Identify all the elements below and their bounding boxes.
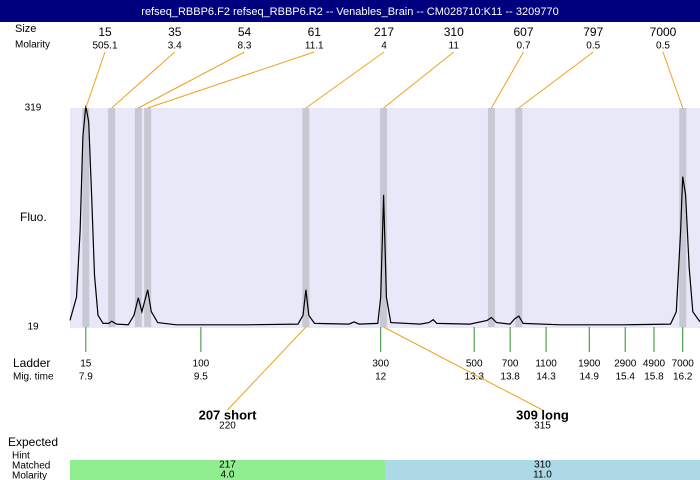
molarity-value: 11.0: [533, 470, 552, 480]
peak-band: [134, 108, 142, 327]
peak-size: 35: [168, 25, 182, 39]
header-bar: [0, 0, 700, 22]
matched-label: Matched: [12, 461, 50, 472]
peak-size: 310: [444, 25, 464, 39]
peak-band: [380, 108, 388, 327]
ladder-size: 500: [466, 359, 483, 370]
hint-label: Hint: [12, 451, 30, 462]
peak-band: [302, 108, 310, 327]
match-bar: [70, 460, 385, 480]
peak-link: [305, 51, 385, 109]
peak-link: [662, 51, 684, 109]
peak-link: [383, 51, 455, 109]
match-molarity-label: Molarity: [12, 471, 47, 480]
ladder-size: 4900: [643, 359, 666, 370]
peak-band: [679, 108, 687, 327]
ladder-size: 1100: [535, 359, 557, 370]
ladder-size: 2900: [614, 359, 637, 370]
ladder-time: 15.8: [644, 372, 664, 383]
ladder-label: Ladder: [13, 356, 50, 370]
peak-band: [144, 108, 152, 327]
peak-size: 15: [98, 25, 112, 39]
ladder-time: 14.9: [580, 372, 600, 383]
matched-value: 217: [219, 460, 236, 471]
y-tick-label: 319: [25, 103, 42, 114]
match-link: [227, 326, 307, 411]
peak-molarity: 11.1: [305, 41, 324, 52]
ladder-size: 300: [372, 359, 389, 370]
peak-link: [491, 51, 524, 109]
peak-band: [108, 108, 116, 327]
header-title: refseq_RBBP6.F2 refseq_RBBP6.R2 -- Venab…: [141, 6, 558, 18]
mig-time-label: Mig. time: [13, 372, 54, 383]
peak-molarity: 11: [449, 41, 460, 52]
peak-molarity: 0.5: [656, 41, 670, 52]
expected-name: 207 short: [199, 407, 257, 422]
peak-size: 7000: [650, 25, 677, 39]
molarity-value: 4.0: [221, 470, 235, 480]
ladder-time: 15.4: [615, 372, 635, 383]
peak-size: 607: [513, 25, 533, 39]
peak-link: [138, 51, 245, 109]
ladder-time: 14.3: [536, 372, 556, 383]
ladder-size: 15: [80, 359, 92, 370]
expected-name: 309 long: [516, 407, 569, 422]
peak-link: [518, 51, 594, 109]
peak-size: 217: [374, 25, 394, 39]
ladder-size: 1900: [578, 359, 601, 370]
trace: [69, 105, 700, 326]
matched-value: 310: [534, 460, 551, 471]
molarity-row-label: Molarity: [15, 40, 50, 51]
peak-molarity: 3.4: [168, 41, 182, 52]
peak-band: [82, 108, 90, 327]
peak-molarity: 4: [381, 41, 387, 52]
peak-size: 61: [308, 25, 322, 39]
hint-value: 220: [219, 421, 236, 432]
peak-link: [147, 51, 315, 109]
ladder-time: 16.2: [673, 372, 693, 383]
peak-molarity: 0.5: [586, 41, 600, 52]
peak-molarity: 0.7: [517, 41, 531, 52]
match-link: [383, 326, 543, 411]
expected-label: Expected: [8, 435, 58, 449]
ladder-size: 7000: [672, 359, 695, 370]
ladder-time: 7.9: [79, 372, 93, 383]
ladder-size: 100: [193, 359, 210, 370]
peak-link: [85, 51, 106, 109]
size-row-label: Size: [15, 23, 36, 35]
y-axis-label: Fluo.: [20, 210, 47, 224]
peak-size: 797: [583, 25, 603, 39]
y-tick-label: 19: [27, 322, 39, 333]
ladder-time: 9.5: [194, 372, 208, 383]
ladder-time: 13.3: [464, 372, 484, 383]
peak-size: 54: [238, 25, 252, 39]
hint-value: 315: [534, 421, 551, 432]
peak-band: [515, 108, 523, 327]
peak-molarity: 505.1: [92, 41, 117, 52]
peak-molarity: 8.3: [238, 41, 252, 52]
peak-link: [111, 51, 176, 109]
peak-band: [487, 108, 495, 327]
ladder-time: 13.8: [500, 372, 520, 383]
match-bar: [385, 460, 700, 480]
ladder-time: 12: [375, 372, 387, 383]
ladder-size: 700: [502, 359, 519, 370]
